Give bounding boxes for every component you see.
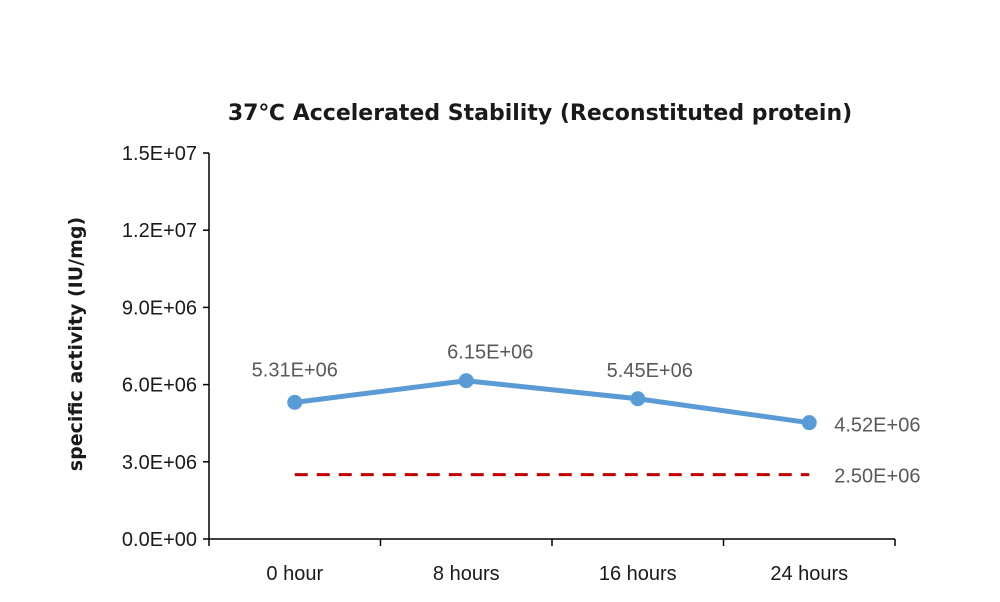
x-axis-ticks: 0 hour 8 hours 16 hours 24 hours xyxy=(208,539,896,585)
data-label: 5.31E+06 xyxy=(252,359,338,381)
x-tick-label: 16 hours xyxy=(599,563,677,585)
data-point xyxy=(801,415,817,431)
data-point xyxy=(458,373,474,389)
x-tick-label: 8 hours xyxy=(433,563,500,585)
y-tick-label: 6.0E+06 xyxy=(122,375,197,397)
data-labels-layer: 5.31E+06 6.15E+06 5.45E+06 4.52E+06 2.50E+06 xyxy=(252,342,921,488)
reference-line-label: 2.50E+06 xyxy=(834,466,920,488)
y-tick-label: 1.2E+07 xyxy=(122,220,197,242)
y-tick-label: 0.0E+00 xyxy=(122,529,197,551)
series-layer xyxy=(287,373,817,477)
data-label: 4.52E+06 xyxy=(834,415,920,437)
y-axis-ticks: 0.0E+00 3.0E+06 6.0E+06 9.0E+06 1.2E+07 1.5E+… xyxy=(122,143,209,551)
y-tick-label: 3.0E+06 xyxy=(122,452,197,474)
data-label: 6.15E+06 xyxy=(447,342,533,364)
axes xyxy=(208,153,895,540)
data-point xyxy=(287,394,303,410)
y-axis-label: specific activity (IU/mg) xyxy=(65,217,87,471)
data-label: 5.45E+06 xyxy=(607,360,693,382)
y-tick-label: 1.5E+07 xyxy=(122,143,197,165)
chart-title: 37℃ Accelerated Stability (Reconstituted… xyxy=(228,101,852,126)
x-tick-label: 24 hours xyxy=(770,563,848,585)
x-tick-label: 0 hour xyxy=(266,563,323,585)
series-line-specific-activity xyxy=(292,378,812,426)
y-tick-label: 9.0E+06 xyxy=(122,297,197,319)
data-point xyxy=(630,391,646,407)
